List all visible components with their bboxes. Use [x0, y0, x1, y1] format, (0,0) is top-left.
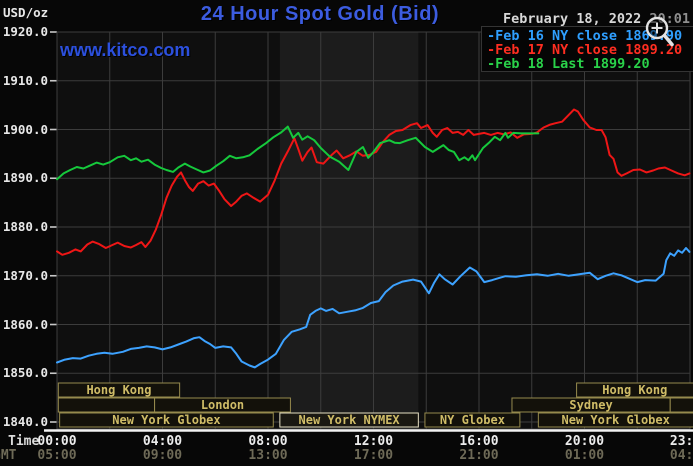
legend-value: 1899.20 [592, 56, 650, 72]
legend: -Feb 16 NY close 1869.90 -Feb 17 NY clos… [481, 26, 693, 72]
y-axis-unit: USD/oz [3, 5, 49, 20]
session-box-london [154, 397, 291, 413]
time-tick-label: 23:59 [669, 434, 693, 449]
session-box-hong-kong [57, 382, 181, 398]
plot-frame [56, 31, 691, 430]
gmt-tick-label: 01:00 [564, 448, 605, 463]
legend-value: 1899.20 [625, 42, 683, 58]
gmt-tick-label: 09:00 [142, 448, 183, 463]
date-label: February 18, 2022 20:01 [503, 11, 690, 27]
y-tick-label: 1920.0 [2, 24, 48, 39]
x-axis-time-caption: Time [8, 434, 40, 449]
gmt-tick-label: 05:00 [37, 448, 77, 463]
session-label: NY Globex [440, 413, 505, 427]
nymex-session-band [279, 32, 419, 429]
legend-label: Feb 18 Last [495, 56, 585, 72]
session-box [669, 397, 693, 413]
session-box-hong-kong [576, 382, 693, 398]
series-line-feb-16 [56, 247, 691, 369]
session-box-ny-globex [424, 412, 521, 428]
session-label: Hong Kong [602, 383, 667, 397]
legend-marker-feb18: - [487, 56, 496, 72]
time-tick-label: 12:00 [353, 434, 394, 449]
time-tick-label: 04:00 [142, 434, 183, 449]
y-tick-label: 1890.0 [2, 170, 48, 186]
legend-marker-feb16: - [487, 28, 496, 44]
legend-marker-feb17: - [487, 42, 496, 58]
session-label: Sydney [569, 398, 612, 412]
kitco-watermark: www.kitco.com [60, 40, 191, 60]
page-title: 24 Hour Spot Gold (Bid) [200, 3, 440, 25]
y-tick-label: 1900.0 [2, 121, 48, 137]
session-label: New York NYMEX [299, 413, 401, 427]
session-label: London [201, 398, 244, 412]
session-label: New York Globex [561, 413, 669, 427]
time-tick-label: 16:00 [459, 434, 499, 449]
y-tick-label: 1850.0 [2, 365, 48, 381]
legend-item-feb18: -Feb 18 Last 1899.20 [487, 57, 650, 71]
gmt-tick-label: 21:00 [459, 448, 499, 463]
series-line-feb-18 [56, 125, 540, 181]
legend-label: Feb 17 NY close [495, 42, 618, 58]
time-tick-label: 20:00 [564, 434, 605, 449]
time-text: 20:01 [649, 11, 690, 27]
gmt-tick-label: 17:00 [353, 448, 394, 463]
gmt-tick-label: 04:59 [669, 448, 693, 463]
session-box [57, 397, 156, 413]
gmt-tick-label: 13:00 [248, 448, 288, 463]
y-tick-label: 1870.0 [2, 267, 48, 283]
session-box-new-york-globex [59, 412, 274, 428]
x-axis-gmt-caption: GMT [0, 448, 17, 463]
session-box-new-york-nymex [279, 412, 419, 428]
time-tick-label: 00:00 [37, 434, 77, 449]
session-label: Hong Kong [86, 383, 151, 397]
legend-item-feb17: -Feb 17 NY close 1899.20 [487, 43, 682, 57]
session-label: New York Globex [112, 413, 220, 427]
date-text: February 18, 2022 [503, 11, 642, 27]
y-tick-label: 1840.0 [2, 414, 48, 429]
legend-label: Feb 16 NY close [495, 28, 618, 44]
y-tick-label: 1880.0 [2, 219, 48, 234]
time-tick-label: 08:00 [248, 434, 288, 449]
y-tick-label: 1860.0 [2, 316, 48, 332]
session-box-new-york-globex [537, 412, 693, 428]
y-tick-label: 1910.0 [2, 72, 48, 88]
magnifier-plus-icon[interactable] [644, 16, 680, 50]
